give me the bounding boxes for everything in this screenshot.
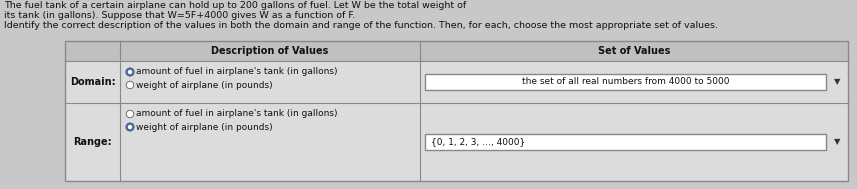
Text: Set of Values: Set of Values <box>598 46 670 56</box>
Circle shape <box>129 125 131 129</box>
Bar <box>65 41 848 181</box>
Text: amount of fuel in airplane's tank (in gallons): amount of fuel in airplane's tank (in ga… <box>136 109 338 119</box>
Text: Range:: Range: <box>73 137 111 147</box>
Bar <box>65 41 848 181</box>
Bar <box>425 134 826 150</box>
Text: Identify the correct description of the values in both the domain and range of t: Identify the correct description of the … <box>4 21 718 30</box>
Text: amount of fuel in airplane's tank (in gallons): amount of fuel in airplane's tank (in ga… <box>136 67 338 77</box>
Text: The fuel tank of a certain airplane can hold up to 200 gallons of fuel. Let W be: The fuel tank of a certain airplane can … <box>4 1 466 10</box>
Text: ▼: ▼ <box>834 77 840 87</box>
Bar <box>425 74 826 90</box>
Bar <box>65 41 848 61</box>
Circle shape <box>126 110 134 118</box>
Text: weight of airplane (in pounds): weight of airplane (in pounds) <box>136 122 273 132</box>
Text: Domain:: Domain: <box>69 77 116 87</box>
Text: ▼: ▼ <box>834 138 840 146</box>
Text: its tank (in gallons). Suppose that W=5F+4000 gives W as a function of F.: its tank (in gallons). Suppose that W=5F… <box>4 11 356 20</box>
Circle shape <box>126 81 134 89</box>
Circle shape <box>129 70 131 74</box>
Circle shape <box>126 123 134 131</box>
Text: weight of airplane (in pounds): weight of airplane (in pounds) <box>136 81 273 90</box>
Text: {0, 1, 2, 3, …, 4000}: {0, 1, 2, 3, …, 4000} <box>431 138 525 146</box>
Circle shape <box>126 68 134 76</box>
Text: Description of Values: Description of Values <box>212 46 329 56</box>
Text: the set of all real numbers from 4000 to 5000: the set of all real numbers from 4000 to… <box>522 77 729 87</box>
